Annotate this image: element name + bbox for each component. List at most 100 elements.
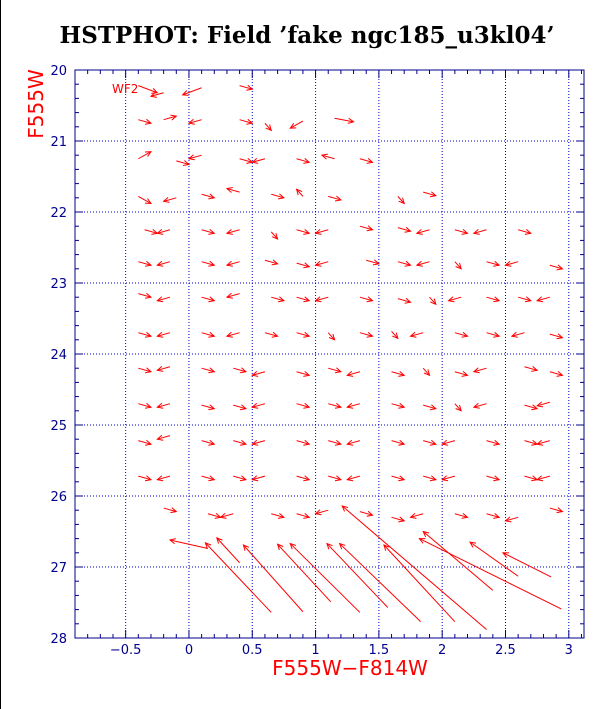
grid-lines: [75, 70, 584, 638]
vector-shaft: [157, 435, 171, 440]
vector-shaft: [233, 404, 247, 410]
vector-shaft: [188, 119, 202, 124]
vector-arrowhead: [441, 439, 449, 446]
vector-shaft: [201, 261, 215, 266]
vector-arrowhead: [314, 509, 322, 516]
vector-arrowhead: [251, 370, 259, 377]
vector-shaft: [486, 513, 500, 518]
vector-shaft: [296, 475, 310, 481]
vector-arrowhead: [242, 544, 250, 551]
vector-shaft: [226, 332, 240, 337]
vector-shaft: [296, 513, 310, 518]
vector-arrowhead: [303, 262, 311, 269]
vector-shaft: [163, 197, 177, 202]
vector-arrowhead: [239, 475, 248, 482]
vector-shaft: [383, 544, 456, 623]
vector-shaft: [454, 513, 468, 518]
vector-arrowhead: [455, 262, 462, 270]
vector-shaft: [454, 332, 468, 337]
vector-shaft: [296, 332, 310, 337]
x-tick-label: 2.5: [495, 643, 516, 658]
vector-shaft: [422, 367, 430, 376]
vector-arrowhead: [156, 365, 164, 372]
vector-arrowhead: [469, 541, 477, 548]
vector-shaft: [289, 543, 361, 613]
vector-arrowhead: [404, 297, 412, 304]
vector-shaft: [157, 403, 171, 408]
vector-shaft: [397, 261, 411, 266]
vector-arrowhead: [246, 118, 254, 125]
vector-arrowhead: [372, 259, 380, 266]
vector-arrowhead: [303, 370, 311, 377]
vector-shaft: [505, 516, 519, 522]
vector-arrowhead: [472, 402, 480, 409]
vector-arrowhead: [156, 228, 164, 235]
vector-arrowhead: [531, 365, 539, 372]
vector-arrowhead: [181, 90, 189, 96]
vector-shaft: [391, 371, 405, 376]
vector-arrowhead: [347, 117, 355, 124]
vector-arrowhead: [366, 296, 374, 303]
vector-arrowhead: [216, 537, 223, 544]
vector-shaft: [243, 544, 304, 613]
vector-arrowhead: [277, 512, 286, 519]
vector-shaft: [138, 119, 152, 124]
vector-arrowhead: [219, 512, 227, 519]
vector-shaft: [416, 261, 430, 266]
vector-arrowhead: [239, 439, 248, 446]
vector-arrowhead: [398, 475, 406, 482]
vector-arrowhead: [418, 538, 426, 544]
vector-shaft: [359, 511, 373, 516]
vector-shaft: [537, 296, 550, 302]
vector-arrowhead: [346, 439, 354, 446]
vector-shaft: [201, 404, 215, 410]
vector-arrowhead: [461, 512, 469, 519]
vector-shaft: [207, 513, 221, 518]
vector-arrowhead: [472, 228, 480, 235]
vector-arrowhead: [144, 118, 153, 125]
vector-arrowhead: [208, 331, 216, 338]
vector-shaft: [328, 440, 342, 445]
vector-arrowhead: [277, 193, 286, 200]
vector-shaft: [296, 371, 310, 376]
vector-arrowhead: [303, 439, 311, 446]
vector-arrowhead: [295, 188, 303, 196]
vector-shaft: [327, 332, 335, 341]
vector-shaft: [144, 229, 158, 234]
x-tick-label: 2: [438, 643, 446, 658]
vector-shaft: [264, 332, 278, 337]
vector-shaft: [454, 261, 462, 270]
vector-shaft: [169, 539, 209, 550]
y-tick-label: 24: [50, 348, 67, 363]
vector-arrowhead: [415, 228, 423, 235]
vector-arrowhead: [556, 264, 564, 271]
vector-shaft: [454, 371, 468, 376]
vector-arrowhead: [225, 292, 233, 299]
vector-shaft: [201, 193, 215, 199]
vector-arrowhead: [303, 475, 311, 482]
vector-shaft: [537, 401, 550, 407]
vector-arrowhead: [398, 197, 405, 205]
vector-arrowhead: [423, 369, 431, 377]
vector-arrowhead: [415, 260, 423, 267]
vector-arrowhead: [162, 197, 170, 203]
vector-arrowhead: [208, 296, 216, 303]
vector-shaft: [138, 403, 152, 408]
vector-arrowhead: [251, 157, 259, 164]
vector-shaft: [150, 92, 164, 97]
vector-shaft: [347, 440, 361, 445]
vector-shaft: [138, 440, 152, 445]
data-vectors: [138, 84, 564, 630]
vector-arrowhead: [493, 296, 501, 303]
vector-shaft: [328, 403, 342, 408]
vector-shaft: [423, 440, 436, 445]
vector-arrowhead: [366, 157, 374, 164]
vector-arrowhead: [144, 151, 152, 157]
vector-arrowhead: [493, 331, 501, 338]
vector-shaft: [264, 259, 278, 265]
vector-arrowhead: [314, 228, 322, 235]
vector-shaft: [486, 261, 500, 266]
vector-shaft: [328, 195, 342, 201]
vector-shaft: [296, 229, 310, 234]
vector-arrowhead: [536, 475, 544, 482]
